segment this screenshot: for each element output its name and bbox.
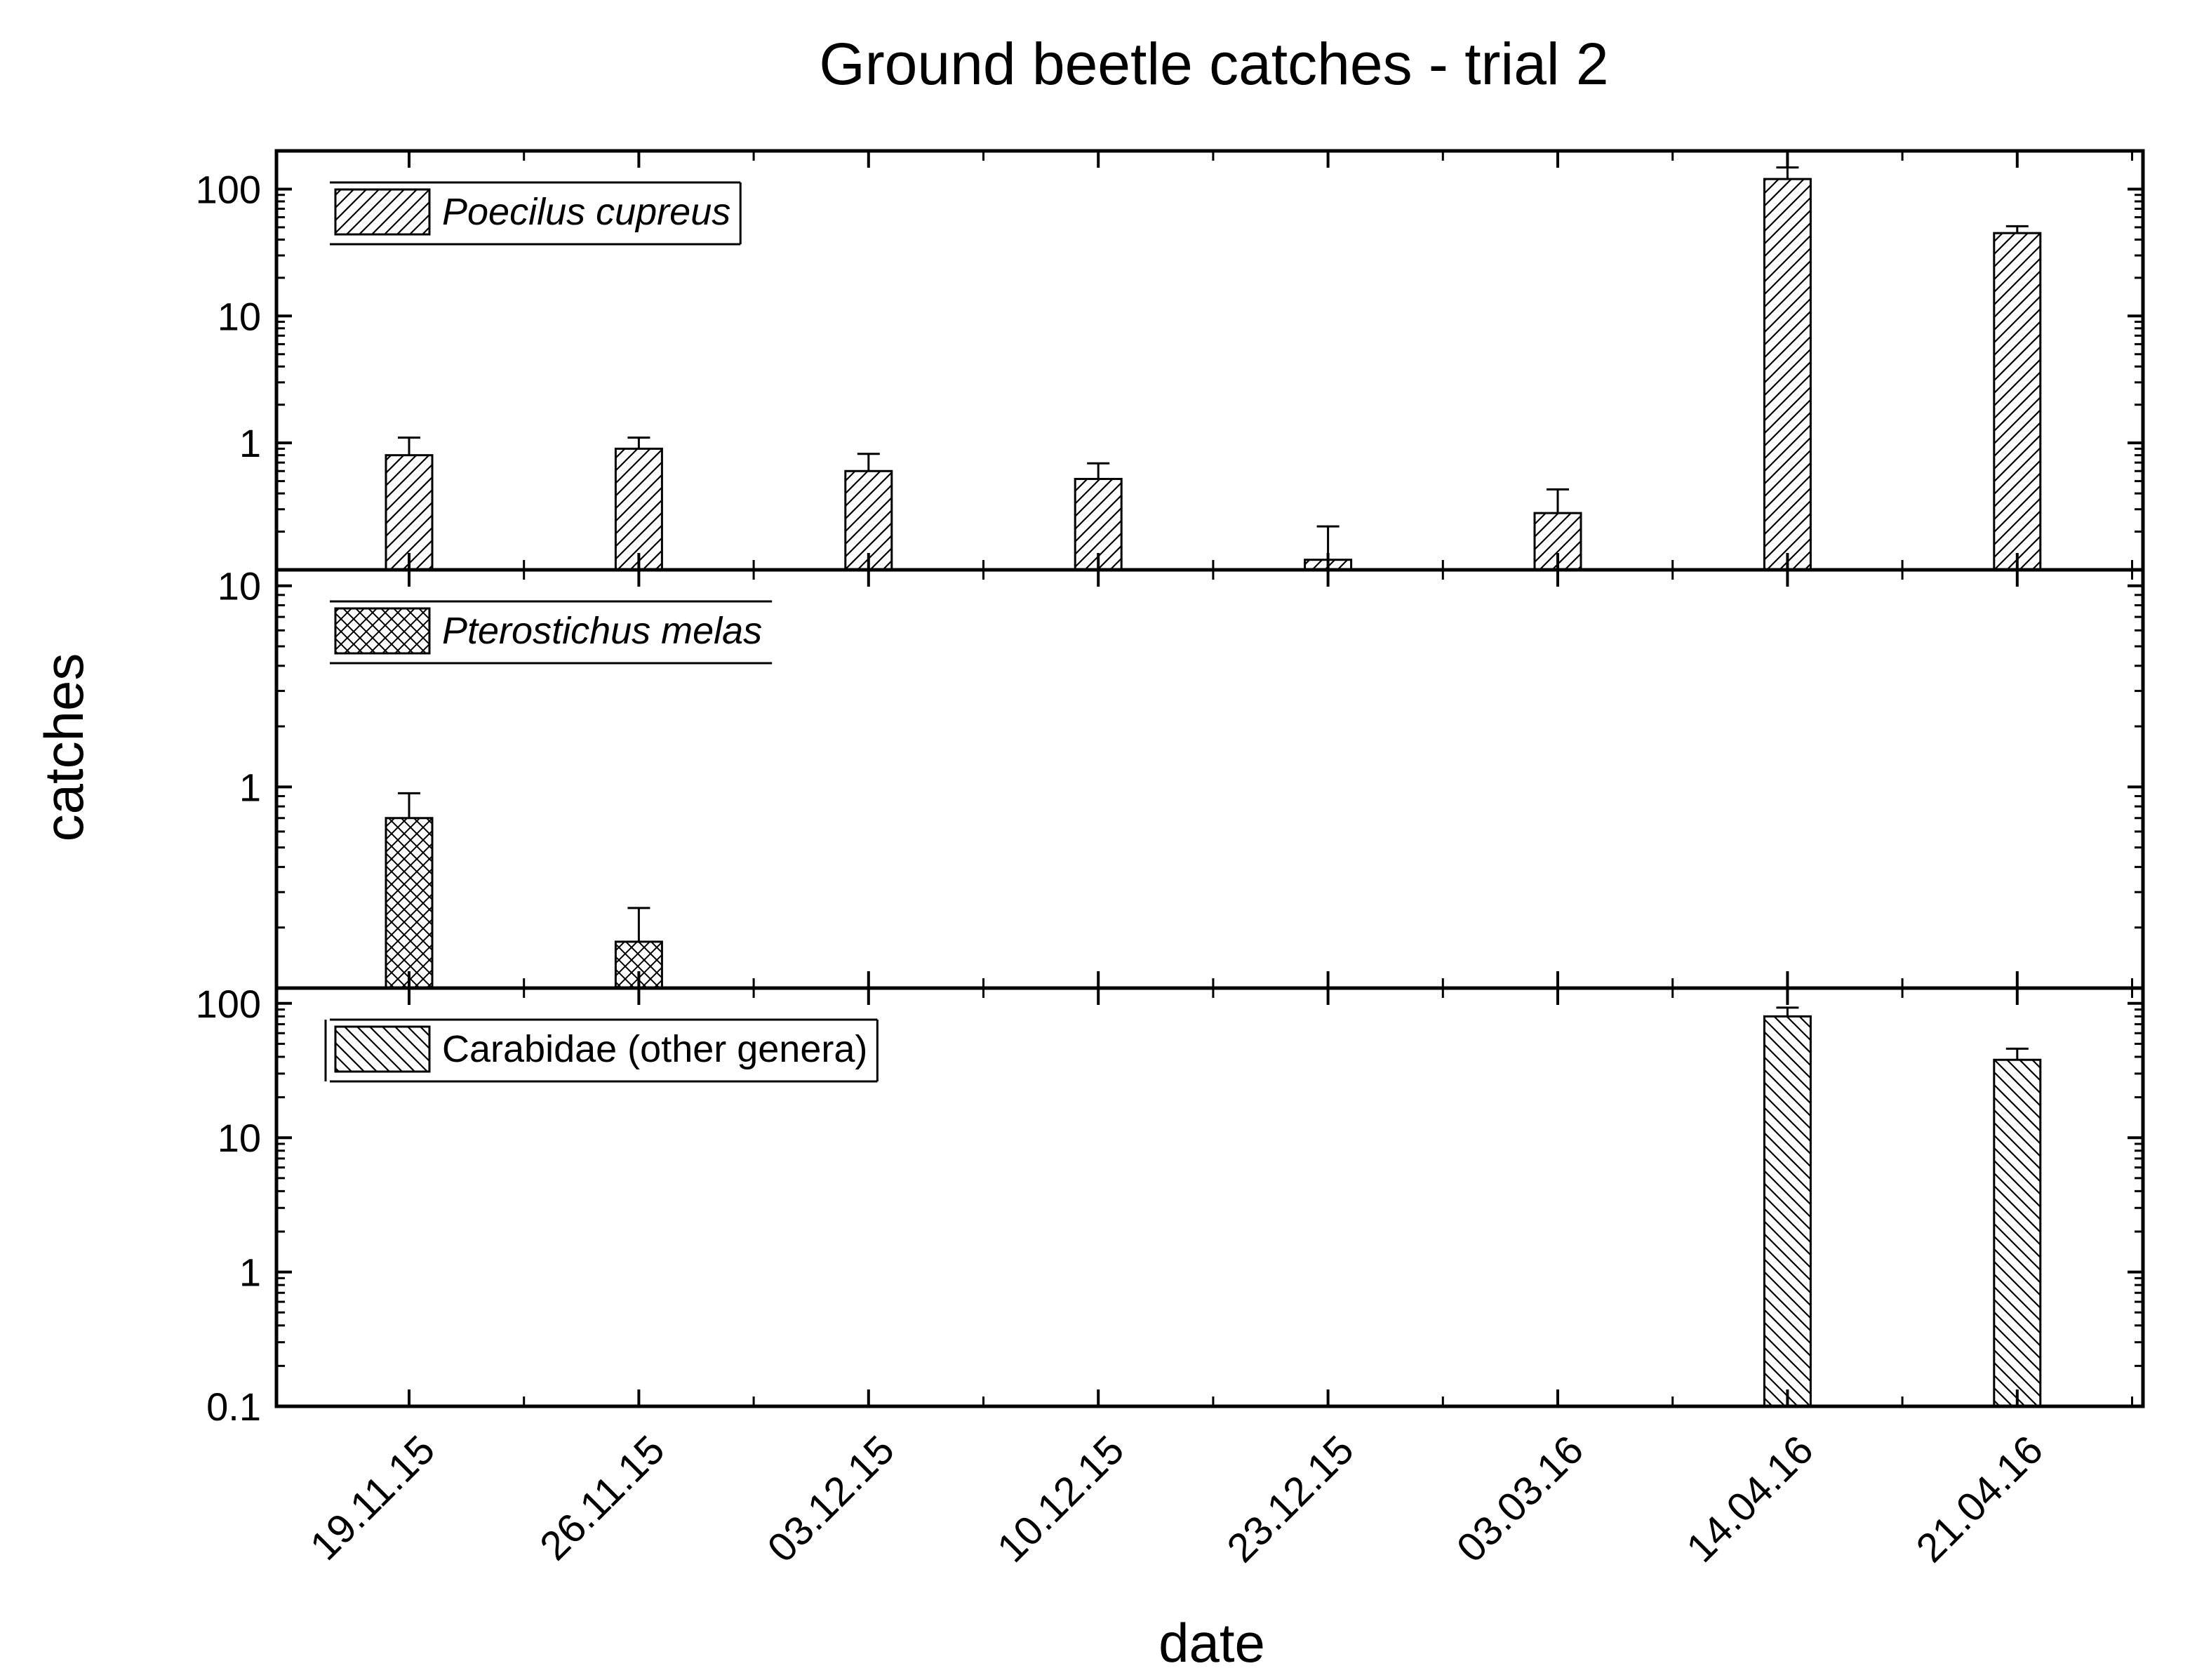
bar: [614, 940, 663, 989]
x-axis-label: date: [1158, 1612, 1265, 1674]
x-tick-label: 21.04.16: [1907, 1427, 2052, 1571]
panel-3: 0.1 1 10 100 Carabidae (other genera): [196, 982, 2145, 1429]
legend: Pterostichus melas: [330, 600, 773, 665]
legend-swatch: [334, 1025, 431, 1073]
bar: [1763, 1015, 1812, 1408]
x-tick-label: 19.11.15: [302, 1427, 444, 1569]
legend-label: Poecilus cupreus: [442, 191, 730, 233]
legend: Carabidae (other genera): [324, 1018, 879, 1083]
bar: [1763, 178, 1812, 571]
panel-2: 1 10 Pterostichus melas: [218, 564, 2145, 990]
bar: [385, 454, 434, 571]
bar: [385, 817, 434, 989]
panel-1: 1 10 100 Poecilus cupreus: [196, 149, 2145, 572]
chart-title: Ground beetle catches - trial 2: [819, 31, 1608, 97]
y-tick-label: 100: [196, 167, 261, 211]
y-tick-label: 1: [239, 1251, 261, 1295]
bar: [1074, 478, 1123, 571]
y-tick-label: 1: [239, 765, 261, 809]
panel-frame: [274, 986, 2145, 1408]
y-tick-label: 1: [239, 421, 261, 465]
bar: [1533, 512, 1582, 571]
bar: [1993, 232, 2042, 571]
legend-label: Pterostichus melas: [442, 610, 762, 652]
x-tick-label: 03.03.16: [1448, 1427, 1593, 1571]
y-tick-label: 10: [218, 294, 261, 338]
legend: Poecilus cupreus: [330, 181, 742, 246]
x-tick-label: 10.12.15: [989, 1427, 1133, 1571]
legend-swatch: [334, 607, 431, 655]
y-tick-label: 10: [218, 564, 261, 608]
bar: [614, 447, 663, 571]
y-tick-label: 10: [218, 1116, 261, 1160]
x-tick-label: 23.12.15: [1218, 1427, 1363, 1571]
x-tick-label: 26.11.15: [531, 1427, 674, 1569]
legend-swatch: [334, 188, 431, 236]
y-tick-label: 0.1: [206, 1385, 261, 1429]
legend-label: Carabidae (other genera): [442, 1028, 867, 1070]
y-tick-label: 100: [196, 982, 261, 1026]
y-axis-label: catches: [33, 653, 95, 842]
x-tick-label: 03.12.15: [759, 1427, 903, 1571]
x-tick-label: 14.04.16: [1678, 1427, 1822, 1571]
bar: [844, 469, 893, 571]
bar: [1993, 1058, 2042, 1408]
